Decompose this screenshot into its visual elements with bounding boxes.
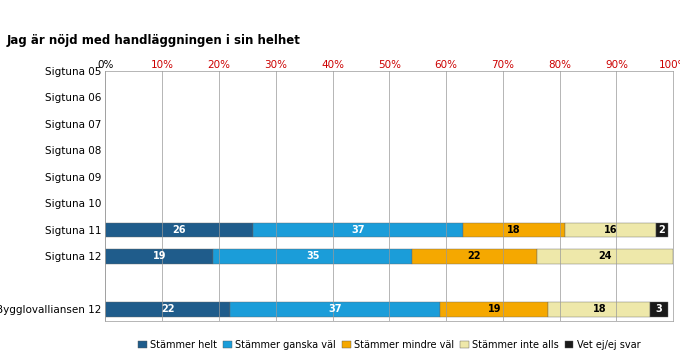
Bar bbox=[537, 249, 673, 264]
Text: 16: 16 bbox=[604, 225, 617, 235]
Bar bbox=[231, 302, 441, 317]
Bar bbox=[565, 223, 656, 237]
Legend: Stämmer helt, Stämmer ganska väl, Stämmer mindre väl, Stämmer inte alls, Vet ej/: Stämmer helt, Stämmer ganska väl, Stämme… bbox=[134, 336, 645, 354]
Bar bbox=[441, 302, 548, 317]
Bar bbox=[253, 223, 463, 237]
Text: 35: 35 bbox=[306, 251, 320, 261]
Text: 22: 22 bbox=[468, 251, 481, 261]
Text: 19: 19 bbox=[488, 304, 501, 314]
Text: 24: 24 bbox=[598, 251, 612, 261]
Text: HELHETSOMDÖME: HELHETSOMDÖME bbox=[5, 9, 133, 22]
Text: 18: 18 bbox=[592, 304, 606, 314]
Bar bbox=[412, 249, 537, 264]
Bar bbox=[105, 223, 253, 237]
Text: Jag är nöjd med handläggningen i sin helhet: Jag är nöjd med handläggningen i sin hel… bbox=[7, 34, 301, 47]
Bar bbox=[651, 302, 668, 317]
Text: 18: 18 bbox=[507, 225, 521, 235]
Bar bbox=[656, 223, 668, 237]
Bar bbox=[105, 249, 214, 264]
Bar bbox=[463, 223, 565, 237]
Text: 19: 19 bbox=[152, 251, 166, 261]
Text: 37: 37 bbox=[352, 225, 365, 235]
Text: 22: 22 bbox=[161, 304, 175, 314]
Text: 3: 3 bbox=[656, 304, 662, 314]
Text: 37: 37 bbox=[328, 304, 342, 314]
Bar bbox=[548, 302, 651, 317]
Bar bbox=[214, 249, 412, 264]
Bar bbox=[105, 302, 231, 317]
Text: 2: 2 bbox=[658, 225, 665, 235]
Text: 26: 26 bbox=[173, 225, 186, 235]
